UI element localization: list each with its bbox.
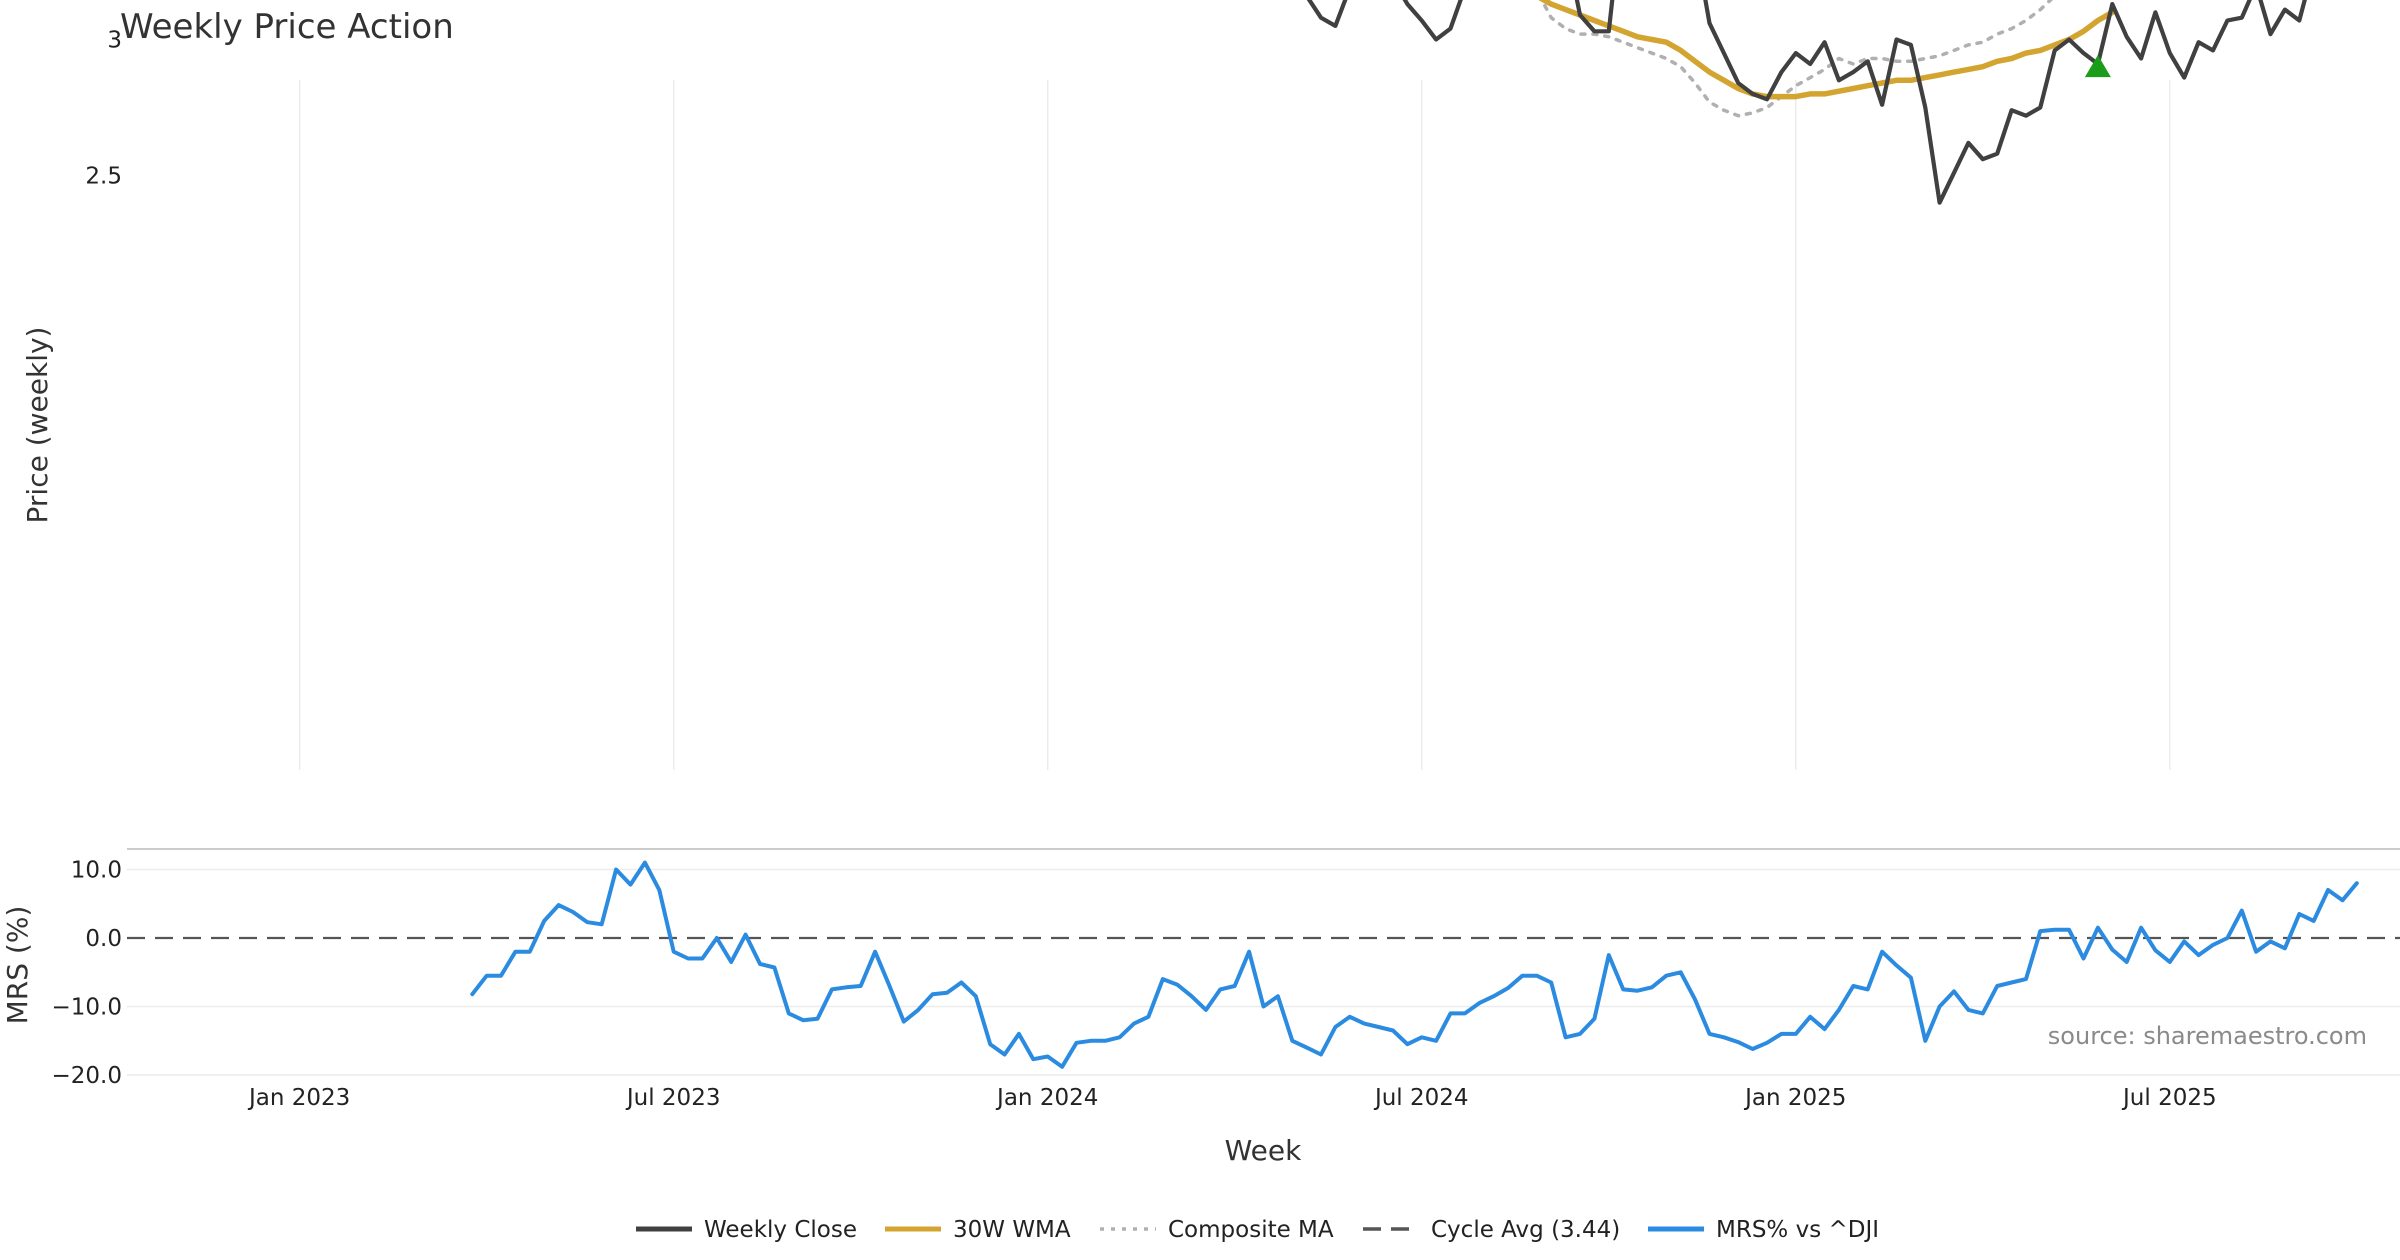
source-note: source: sharemaestro.com — [2048, 1022, 2367, 1050]
x-tick-label: Jul 2023 — [625, 1085, 721, 1111]
legend-label: 30W WMA — [953, 1217, 1071, 1243]
chart-title: Weekly Price Action — [120, 7, 454, 47]
price-y-tick-label: 3 — [107, 28, 122, 54]
wma-30w-line — [1538, 0, 2116, 100]
mrs-series — [470, 860, 2359, 1069]
price-gridlines — [298, 80, 2171, 770]
buy-signal-marker — [2084, 55, 2111, 78]
x-tick-label: Jan 2023 — [247, 1085, 350, 1111]
legend-label: Weekly Close — [704, 1217, 857, 1243]
price-y-ticks: 2.533.544.5 — [85, 28, 122, 190]
x-axis-ticks: Jan 2023 Jul 2023 Jan 2024 Jul 2024 Jan 2025… — [247, 1085, 2217, 1111]
x-tick-label: Jul 2025 — [2121, 1085, 2217, 1111]
x-tick-label: Jan 2024 — [995, 1085, 1098, 1111]
mrs-y-tick-label: 0.0 — [85, 926, 122, 952]
weekly-close-line — [1306, 0, 2307, 205]
legend-label: MRS% vs ^DJI — [1716, 1217, 1879, 1243]
price-y-axis-label: Price (weekly) — [21, 327, 54, 524]
legend-label: Composite MA — [1168, 1217, 1334, 1243]
mrs-line — [470, 860, 2359, 1069]
legend: Weekly Close 30W WMA Composite MA Cycle Avg… — [636, 1217, 1879, 1243]
signal-markers — [2084, 55, 2111, 78]
mrs-y-tick-label: −10.0 — [52, 995, 122, 1021]
x-tick-label: Jan 2025 — [1743, 1085, 1846, 1111]
x-tick-label: Jul 2024 — [1373, 1085, 1469, 1111]
mrs-y-tick-label: 10.0 — [71, 858, 122, 884]
legend-label: Cycle Avg (3.44) — [1431, 1217, 1620, 1243]
x-axis-label: Week — [1225, 1134, 1302, 1167]
price-y-tick-label: 2.5 — [85, 164, 122, 190]
mrs-y-ticks: 10.0 0.0 −10.0 −20.0 — [52, 858, 122, 1090]
mrs-y-axis-label: MRS (%) — [1, 906, 34, 1025]
price-series — [1306, 0, 2307, 205]
mrs-y-tick-label: −20.0 — [52, 1063, 122, 1089]
